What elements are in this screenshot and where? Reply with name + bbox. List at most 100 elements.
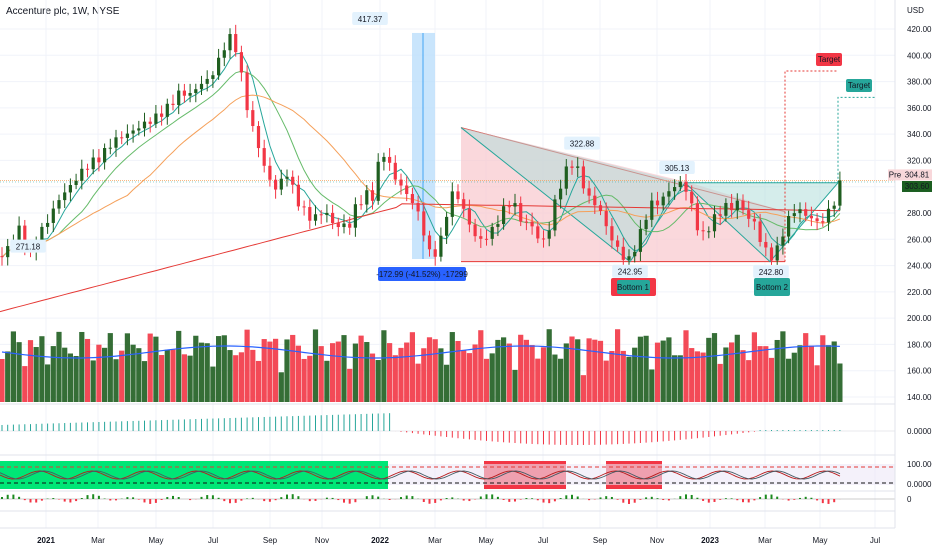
volume-bar: [33, 347, 39, 402]
candle: [137, 128, 141, 131]
stoch-tick: 100.0000: [907, 460, 932, 469]
volume-bar: [529, 345, 535, 402]
volume-bar: [415, 363, 421, 402]
measure-label-bg: [378, 267, 466, 281]
candle: [342, 223, 346, 228]
x-tick-label: May: [478, 536, 493, 545]
volume-bar: [478, 330, 484, 402]
volume-bar: [677, 355, 683, 402]
volume-bar: [637, 336, 643, 402]
candle: [182, 90, 186, 96]
target-label: Target: [848, 81, 871, 90]
candle: [604, 211, 608, 227]
bottom-label-bg: [617, 280, 650, 294]
volume-bar: [73, 355, 79, 402]
candle: [804, 209, 808, 216]
candle: [399, 179, 403, 186]
ma-line: [1, 94, 841, 258]
volume-bar: [10, 331, 16, 402]
candle: [809, 215, 813, 219]
candle: [154, 113, 158, 124]
stoch-tick: 0.0000: [907, 480, 932, 489]
candle: [638, 229, 642, 252]
volume-bar: [649, 369, 655, 402]
volume-bar: [84, 338, 91, 402]
candle: [211, 75, 215, 79]
candle: [815, 218, 819, 222]
candle: [228, 34, 232, 51]
pre-label-bg: [888, 169, 902, 181]
volume-bar: [654, 342, 661, 402]
candle: [416, 202, 420, 212]
x-tick-label: 2021: [37, 536, 55, 545]
candle: [439, 235, 443, 257]
volume-bar: [50, 346, 56, 402]
volume-bar: [455, 340, 461, 402]
x-tick-label: 2023: [701, 536, 719, 545]
volume-bar: [632, 347, 638, 402]
candle: [507, 206, 511, 208]
volume-bar: [227, 350, 233, 402]
candle: [547, 230, 551, 239]
candle: [285, 176, 289, 179]
candle: [74, 180, 78, 186]
volume-bar: [558, 358, 564, 402]
volume-bar: [518, 334, 524, 402]
candle: [661, 196, 665, 206]
candle: [678, 181, 682, 188]
volume-bar: [831, 341, 837, 402]
candle: [730, 202, 734, 211]
pre-price-bg: [902, 169, 932, 181]
volume-bar: [723, 347, 729, 402]
candle: [199, 83, 204, 90]
candle: [217, 57, 221, 76]
volume-bar: [261, 339, 267, 402]
volume-bar: [187, 355, 193, 402]
candle: [336, 223, 340, 228]
candle: [279, 178, 283, 190]
price-label-bg: [352, 12, 388, 25]
price-label-bg: [753, 264, 789, 278]
volume-bar: [506, 343, 512, 402]
volume-bar: [620, 350, 626, 402]
candle: [587, 188, 591, 196]
volume-bar: [301, 358, 307, 402]
volume-bar: [181, 354, 187, 402]
candle: [775, 245, 779, 261]
bottom-label: Bottom 2: [756, 283, 789, 292]
candle: [769, 247, 774, 261]
candle: [0, 256, 4, 258]
candle: [160, 113, 164, 117]
volume-bar: [295, 345, 301, 402]
target-label: Target: [818, 55, 841, 64]
volume-bar: [734, 334, 740, 402]
volume-bar: [358, 335, 364, 402]
target-line: [784, 70, 838, 262]
candle: [125, 133, 129, 138]
volume-bar: [791, 352, 797, 402]
candle: [456, 191, 460, 200]
volume-bar: [381, 330, 387, 402]
volume-bar: [193, 335, 199, 402]
candle: [650, 200, 654, 220]
volume-bar: [421, 348, 427, 402]
volume-bar: [683, 330, 689, 402]
stoch-d-line: [0, 470, 841, 480]
volume-bar: [244, 329, 250, 402]
volume-bar: [107, 333, 113, 402]
volume-bar: [159, 355, 165, 402]
volume-bar: [592, 339, 598, 402]
volume-bar: [153, 336, 159, 402]
candle: [63, 192, 67, 201]
candle: [114, 137, 118, 148]
x-tick-label: Jul: [870, 536, 880, 545]
volume-bar: [438, 348, 444, 402]
volume-bar: [609, 350, 615, 402]
volume-bar: [290, 334, 296, 402]
volume-bar: [364, 342, 370, 402]
volume-bar: [700, 352, 706, 402]
candle: [502, 206, 506, 225]
candle: [108, 147, 112, 149]
